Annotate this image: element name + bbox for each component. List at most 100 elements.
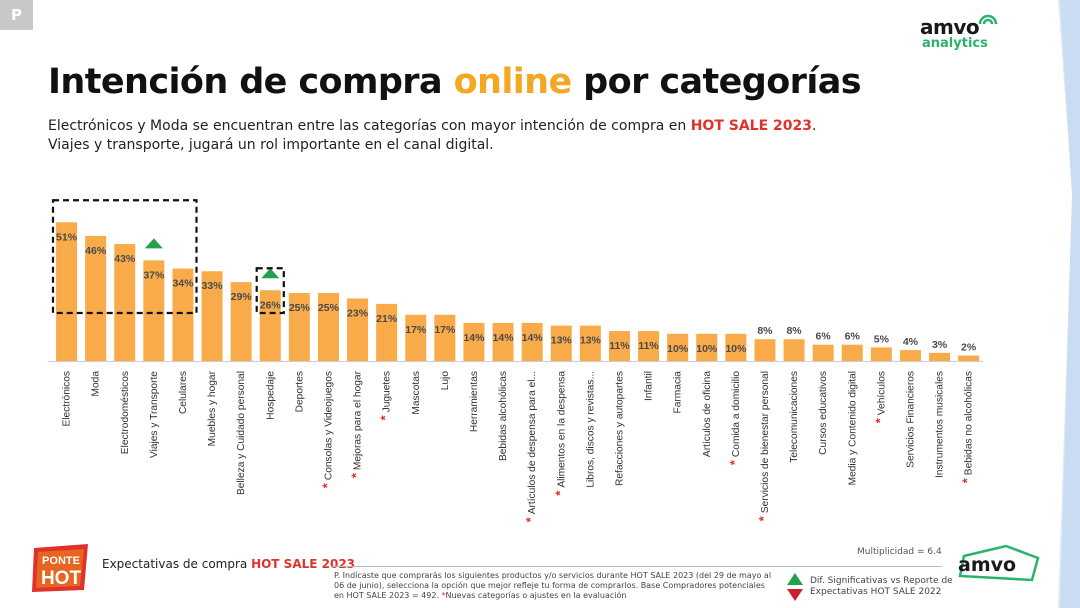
category-label-1: Moda	[91, 371, 102, 397]
new-category-star-17: *	[552, 490, 567, 496]
bar-26	[813, 345, 834, 361]
legend-line-2: Expectativas HOT SALE 2022	[810, 587, 953, 598]
data-label-23: 10%	[725, 343, 747, 355]
bar-12	[405, 315, 426, 361]
category-label-23: Comida a domicilio	[731, 371, 742, 457]
footer-label: Expectativas de compra HOT SALE 2023	[102, 557, 355, 571]
category-label-17: Alimentos en la despensa	[556, 371, 567, 488]
footer-divider	[332, 566, 942, 567]
ponte-hot-logo-text-top: PONTE	[42, 555, 80, 567]
category-label-19: Refacciones y autopartes	[614, 371, 625, 486]
category-label-14: Herramientas	[469, 371, 480, 432]
category-label-28: Vehículos	[876, 371, 887, 415]
data-label-26: 6%	[816, 331, 832, 343]
category-label-10: Mejoras para el hogar	[353, 370, 364, 470]
legend-down-triangle-icon	[787, 589, 803, 601]
category-label-21: Farmacia	[673, 371, 684, 414]
category-label-4: Celulares	[178, 371, 189, 414]
new-category-star-11: *	[378, 414, 393, 420]
legend-line-1: Dif. Significativas vs Reporte de	[810, 576, 953, 587]
data-label-0: 51%	[56, 231, 78, 243]
new-category-star-9: *	[319, 482, 334, 488]
footer-label-highlight: HOT SALE 2023	[251, 557, 355, 571]
multiplicity-note: Multiplicidad = 6.4	[857, 547, 942, 557]
data-label-5: 33%	[202, 280, 224, 292]
data-label-24: 8%	[757, 325, 773, 337]
data-label-18: 13%	[580, 335, 602, 347]
data-label-29: 4%	[903, 336, 919, 348]
data-label-25: 8%	[786, 325, 802, 337]
data-label-13: 17%	[434, 324, 456, 336]
category-label-2: Electrodomésticos	[120, 371, 131, 454]
category-label-25: Telecomunicaciones	[789, 371, 800, 463]
category-label-18: Libros, discos y revistas...	[585, 371, 596, 488]
new-category-star-24: *	[756, 515, 771, 521]
legend-up-triangle-icon	[787, 573, 803, 585]
category-label-11: Juguetes	[382, 371, 393, 412]
data-label-7: 26%	[260, 299, 282, 311]
legend-significance-icons	[786, 572, 804, 604]
data-label-30: 3%	[932, 339, 948, 351]
data-label-2: 43%	[114, 253, 136, 265]
data-label-1: 46%	[85, 245, 107, 257]
category-label-20: Infantil	[644, 371, 655, 401]
new-category-star-31: *	[960, 477, 975, 483]
category-label-5: Muebles y hogar	[207, 370, 218, 446]
category-label-24: Servicios de bienestar personal	[760, 371, 771, 513]
category-label-15: Bebidas alcohólicas	[498, 371, 509, 461]
category-label-13: Lujo	[440, 371, 451, 391]
bar-24	[754, 339, 775, 361]
data-label-20: 11%	[638, 340, 659, 352]
data-label-17: 13%	[551, 335, 573, 347]
category-label-30: Instrumentos musicales	[935, 371, 946, 478]
new-category-star-10: *	[349, 472, 364, 478]
category-label-27: Media y Contenido digital	[847, 371, 858, 485]
category-label-6: Belleza y Cuidado personal	[236, 371, 247, 495]
ponte-hot-logo: PONTE HOT	[28, 540, 94, 594]
category-label-26: Cursos educativos	[818, 371, 829, 455]
footer-label-text: Expectativas de compra	[102, 557, 251, 571]
bar-31	[958, 356, 979, 361]
data-label-22: 10%	[696, 343, 718, 355]
category-label-8: Deportes	[294, 371, 305, 412]
category-label-7: Hospedaje	[265, 371, 276, 420]
data-label-16: 14%	[522, 332, 544, 344]
data-label-31: 2%	[961, 342, 977, 354]
data-label-6: 29%	[231, 291, 253, 303]
new-category-star-23: *	[727, 459, 742, 465]
bar-chart: 51%46%43%37%34% 33%29%26% 25% 25% 23% 21%17% 1…	[0, 0, 1080, 560]
significance-up-icon-0	[145, 238, 163, 248]
data-label-28: 5%	[874, 333, 890, 345]
footnote: P. Indícaste que comprarás los siguiente…	[334, 571, 776, 601]
category-label-31: Bebidas no alcohólicas	[964, 371, 975, 475]
data-label-21: 10%	[667, 343, 689, 355]
data-label-12: 17%	[405, 324, 427, 336]
footnote-tail: Nuevas categorías o ajustes en la evalua…	[446, 591, 627, 600]
category-label-12: Mascotas	[411, 371, 422, 415]
data-label-14: 14%	[463, 332, 485, 344]
data-label-10: 23%	[347, 307, 369, 319]
category-label-29: Servicios Financieros	[905, 371, 916, 468]
data-label-15: 14%	[493, 332, 515, 344]
ponte-hot-logo-text-bottom: HOT	[41, 568, 82, 589]
category-label-3: Viajes y Transporte	[149, 371, 160, 458]
bar-13	[434, 315, 455, 361]
significance-up-icon-1	[261, 268, 279, 278]
amvo-logo: amvo	[956, 544, 1040, 584]
bar-28	[871, 347, 892, 361]
data-label-27: 6%	[845, 331, 861, 343]
category-label-0: Electrónicos	[62, 371, 73, 427]
new-category-star-16: *	[523, 516, 538, 522]
data-label-4: 34%	[172, 278, 194, 290]
new-category-star-28: *	[872, 417, 887, 423]
data-label-3: 37%	[143, 269, 165, 281]
data-label-19: 11%	[609, 340, 630, 352]
bar-27	[842, 345, 863, 361]
category-label-22: Artículos de oficina	[702, 371, 713, 457]
amvo-logo-text: amvo	[958, 554, 1016, 576]
bar-25	[784, 339, 805, 361]
data-label-8: 25%	[289, 302, 311, 314]
category-label-9: Consolas y Videojuegos	[323, 371, 334, 480]
bar-30	[929, 353, 950, 361]
legend-text: Dif. Significativas vs Reporte de Expect…	[810, 576, 953, 598]
